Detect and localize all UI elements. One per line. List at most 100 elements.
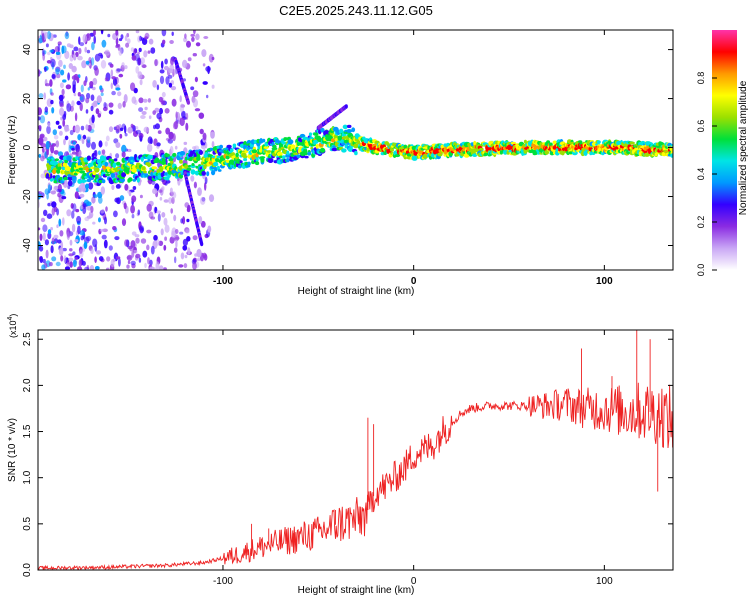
spectrogram-panel: -100 0 100 -40 -20 0 20 40 Height of straight l…: [7, 29, 674, 297]
spectrogram-x-tick-label: 0: [411, 276, 417, 287]
noise-blob: [50, 99, 54, 105]
ridge-blob: [287, 139, 294, 145]
ridge-blob: [272, 144, 277, 149]
noise-blob: [57, 151, 64, 157]
colorbar-tick-label: 0.0: [696, 264, 706, 277]
ridge-blob: [317, 137, 323, 143]
noise-blob: [150, 47, 156, 54]
ridge-blob: [282, 149, 288, 153]
noise-blob: [139, 225, 145, 234]
noise-blob: [101, 149, 106, 155]
noise-blob: [71, 100, 75, 107]
noise-blob: [58, 59, 63, 68]
noise-blob: [56, 188, 62, 193]
ridge-blob: [302, 136, 309, 140]
noise-blob: [92, 221, 96, 225]
noise-blob: [62, 119, 66, 127]
noise-blob: [46, 125, 51, 135]
colorbar-tick-label: 0.6: [696, 120, 706, 133]
ridge-blob: [267, 157, 274, 163]
noise-blob: [127, 148, 132, 153]
noise-blob: [137, 35, 141, 43]
ridge-blob: [548, 142, 553, 147]
ridge-blob: [152, 155, 156, 160]
noise-blob: [201, 49, 207, 58]
noise-blob: [74, 239, 79, 243]
colorbar-tick-label: 0.4: [696, 168, 706, 181]
noise-blob: [148, 38, 154, 45]
noise-blob: [73, 92, 77, 97]
colorbar-gradient: [712, 30, 737, 270]
snr-axes: -100 0 100 0.0 0.5 1.0 1.5 2.0 2.5: [22, 330, 673, 587]
ridge-blob: [546, 140, 550, 144]
noise-blob: [108, 102, 114, 108]
noise-blob: [101, 39, 107, 48]
noise-blob: [110, 259, 115, 268]
noise-blob: [131, 250, 135, 258]
ridge-blob: [276, 151, 283, 157]
ridge-blob: [66, 155, 72, 161]
noise-blob: [179, 95, 182, 103]
noise-blob: [89, 81, 94, 87]
noise-blob: [55, 140, 60, 148]
noise-blob: [68, 253, 74, 257]
ridge-blob: [204, 152, 209, 156]
ridge-blob: [46, 164, 52, 170]
noise-blob: [130, 260, 136, 266]
noise-blob: [169, 187, 173, 194]
noise-blob: [187, 57, 192, 62]
noise-blob: [121, 62, 125, 68]
noise-blob: [127, 126, 133, 134]
noise-blob: [89, 265, 95, 270]
noise-blob: [64, 135, 69, 141]
noise-blob: [178, 264, 184, 268]
noise-blob: [208, 194, 215, 203]
noise-blob: [77, 225, 81, 235]
noise-blob: [69, 44, 74, 49]
noise-blob: [86, 49, 91, 54]
ridge-blob: [351, 127, 356, 133]
ridge-blob: [48, 169, 53, 173]
noise-blob: [60, 69, 65, 76]
noise-blob: [155, 123, 160, 130]
noise-blob: [130, 123, 134, 129]
noise-blob: [85, 97, 90, 104]
noise-blob: [88, 211, 94, 219]
noise-blob: [156, 84, 160, 91]
ridge-blob: [577, 140, 583, 143]
noise-blob: [204, 182, 207, 191]
noise-blob: [168, 82, 173, 88]
noise-blob: [131, 96, 137, 104]
spectrogram-marks: [38, 30, 673, 270]
noise-blob: [106, 256, 111, 262]
ridge-blob: [346, 129, 353, 133]
noise-blob: [51, 256, 57, 262]
noise-blob: [38, 137, 44, 146]
ridge-blob: [258, 138, 264, 144]
noise-blob: [39, 115, 46, 124]
noise-blob: [192, 235, 198, 241]
noise-blob: [183, 141, 188, 145]
noise-blob: [97, 191, 103, 199]
snr-x-tick-label: -100: [213, 576, 233, 587]
noise-blob: [193, 181, 197, 189]
noise-blob: [45, 140, 50, 150]
snr-x-label: Height of straight line (km): [298, 585, 415, 596]
ridge-blob: [191, 163, 195, 166]
ridge-blob: [57, 166, 62, 171]
noise-blob: [155, 261, 160, 270]
noise-blob: [194, 108, 201, 112]
noise-blob: [69, 248, 73, 252]
ridge-blob: [141, 166, 146, 171]
ridge-blob: [235, 152, 239, 158]
ridge-blob: [190, 169, 196, 175]
noise-blob: [38, 93, 44, 99]
noise-blob: [82, 134, 87, 140]
ridge-blob: [146, 162, 152, 167]
noise-blob: [104, 77, 109, 82]
ridge-blob: [596, 140, 601, 144]
ridge-blob: [78, 167, 84, 171]
noise-blob: [204, 142, 208, 149]
ridge-blob: [199, 150, 203, 155]
noise-blob: [116, 197, 121, 205]
